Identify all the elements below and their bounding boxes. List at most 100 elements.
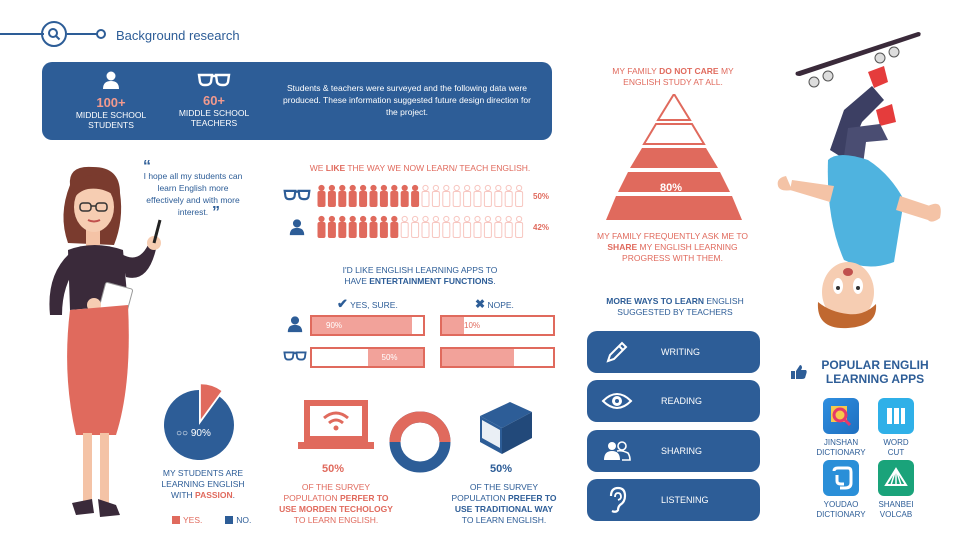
family-top-em: DO NOT CARE bbox=[659, 66, 719, 76]
search-icon bbox=[48, 28, 61, 41]
book-stat-pct: 50% bbox=[490, 463, 513, 475]
teachers-no-fill: 50% bbox=[442, 349, 530, 366]
person-figure bbox=[379, 184, 388, 207]
person-figure bbox=[390, 184, 399, 207]
youdao-logo-icon bbox=[832, 466, 853, 490]
legend-yes-label: YES. bbox=[183, 514, 203, 525]
family-top-text: MY FAMILY DO NOT CARE MY ENGLISH STUDY A… bbox=[598, 66, 748, 88]
glasses-icon: ○○ bbox=[176, 428, 189, 439]
students-label: MIDDLE SCHOOL bbox=[75, 110, 147, 120]
legend-no-swatch bbox=[225, 515, 234, 524]
app-label-line: CUT bbox=[887, 448, 905, 457]
teachers-count: 60+ bbox=[202, 93, 226, 108]
students-stat: 100+ MIDDLE SCHOOL STUDENTS bbox=[70, 70, 152, 130]
popular-title-line: POPULAR ENGLIH bbox=[821, 358, 929, 372]
teachers-no-pct: 50% bbox=[514, 353, 531, 362]
family-bot-post: MY ENGLISH LEARNING bbox=[637, 242, 738, 252]
quote-open-mark: “ bbox=[143, 158, 151, 175]
person-figure bbox=[411, 184, 420, 207]
way-sharing-label: SHARING bbox=[661, 446, 703, 456]
teachers-label: MIDDLE SCHOOL bbox=[178, 108, 250, 118]
pie-slice-passion bbox=[164, 390, 234, 460]
family-pct: 80% bbox=[660, 182, 683, 194]
person-figure bbox=[348, 215, 357, 238]
person-icon bbox=[287, 316, 303, 333]
person-figure bbox=[327, 184, 336, 207]
app-label-line: YOUDAO bbox=[823, 500, 859, 509]
family-bot-line: MY FAMILY FREQUENTLY ASK ME TO bbox=[597, 231, 748, 241]
app-label-line: JINSHAN bbox=[823, 438, 859, 447]
app-label-line: WORD bbox=[883, 438, 909, 447]
person-figure bbox=[431, 215, 440, 238]
person-figure bbox=[463, 215, 472, 238]
app-jinshan[interactable]: JINSHAN DICTIONARY bbox=[806, 398, 876, 458]
teachers-like-pct: 50% bbox=[533, 192, 550, 201]
person-figure bbox=[515, 215, 524, 238]
students-label: STUDENTS bbox=[88, 120, 134, 130]
app-label-line: DICTIONARY bbox=[816, 510, 866, 519]
pie-legend: YES. NO. bbox=[172, 511, 251, 529]
computer-stat-text: OF THE SURVEY POPULATION PERFER TO USE M… bbox=[278, 482, 394, 526]
person-figure bbox=[483, 215, 492, 238]
header-line bbox=[67, 33, 97, 35]
half-donut-chart bbox=[389, 411, 451, 473]
way-sharing-button[interactable]: SHARING bbox=[587, 430, 760, 472]
book-stat-em: PREFER TO bbox=[508, 493, 557, 503]
family-bot-em: SHARE bbox=[607, 242, 638, 252]
person-figure bbox=[369, 184, 378, 207]
person-figure bbox=[338, 184, 347, 207]
book-stat-pre: POPULATION bbox=[451, 493, 509, 503]
book-stat-text: OF THE SURVEY POPULATION PREFER TO USE T… bbox=[448, 482, 560, 526]
person-figure bbox=[473, 184, 482, 207]
students-yes-pct: 90% bbox=[326, 321, 343, 330]
pie-slice-other bbox=[200, 384, 222, 420]
glasses-icon bbox=[283, 351, 307, 361]
book-icon bbox=[480, 402, 532, 454]
person-figure bbox=[452, 184, 461, 207]
way-writing-button[interactable]: WRITING bbox=[587, 331, 760, 373]
app-shanbei[interactable]: SHANBEI VOLCAB bbox=[861, 460, 931, 520]
glasses-icon bbox=[197, 73, 231, 87]
people-icon bbox=[604, 441, 631, 461]
computer-stat-line: USE MORDEN TECHOLOGY bbox=[279, 504, 393, 514]
person-figure bbox=[463, 184, 472, 207]
like-title-pre: WE bbox=[309, 163, 326, 173]
students-no-fill: 10% bbox=[442, 317, 480, 334]
ways-title-em: MORE WAYS TO LEARN bbox=[606, 296, 705, 306]
person-figure bbox=[411, 215, 420, 238]
person-figure bbox=[348, 184, 357, 207]
person-figure bbox=[431, 184, 440, 207]
apps-want-title-em: ENTERTAINMENT FUNCTIONS bbox=[369, 276, 494, 286]
legend-yes-swatch bbox=[172, 515, 180, 524]
app-label-line: VOLCAB bbox=[879, 510, 913, 519]
cross-icon: ✖ bbox=[475, 297, 486, 311]
computer-stat-em: PERFER TO bbox=[340, 493, 389, 503]
person-figure bbox=[369, 215, 378, 238]
check-icon: ✔ bbox=[337, 296, 348, 311]
way-reading-button[interactable]: READING bbox=[587, 380, 760, 422]
book-stat-line: TO LEARN ENGLISH. bbox=[461, 515, 547, 525]
students-no-bar: 10% bbox=[440, 315, 555, 336]
teacher-quote: I hope all my students can learn English… bbox=[143, 171, 243, 217]
computer-stat-pre: POPULATION bbox=[283, 493, 341, 503]
laptop-wifi-icon bbox=[298, 400, 374, 449]
like-people-rows bbox=[317, 184, 524, 238]
teachers-yes-pct: 50% bbox=[381, 353, 398, 362]
magnifier-icon bbox=[831, 406, 852, 427]
passion-pie-chart bbox=[164, 384, 234, 460]
search-button[interactable] bbox=[41, 21, 67, 47]
popular-apps-title: POPULAR ENGLIH LEARNING APPS bbox=[815, 358, 935, 386]
way-listening-button[interactable]: LISTENING bbox=[587, 479, 760, 521]
person-figure bbox=[494, 184, 503, 207]
like-title: WE LIKE THE WAY WE NOW LEARN/ TEACH ENGL… bbox=[300, 163, 540, 173]
thumbs-up-icon bbox=[791, 365, 807, 379]
app-youdao[interactable]: YOUDAO DICTIONARY bbox=[806, 460, 876, 520]
pie-desc-em: PASSION bbox=[195, 490, 233, 500]
app-wordcut[interactable]: WORD CUT bbox=[861, 398, 931, 458]
family-top-post: MY bbox=[718, 66, 734, 76]
students-yes-fill: 90% bbox=[312, 317, 412, 334]
person-icon bbox=[103, 71, 119, 89]
way-writing-label: WRITING bbox=[661, 347, 700, 357]
person-icon bbox=[289, 219, 305, 236]
person-figure bbox=[359, 215, 368, 238]
